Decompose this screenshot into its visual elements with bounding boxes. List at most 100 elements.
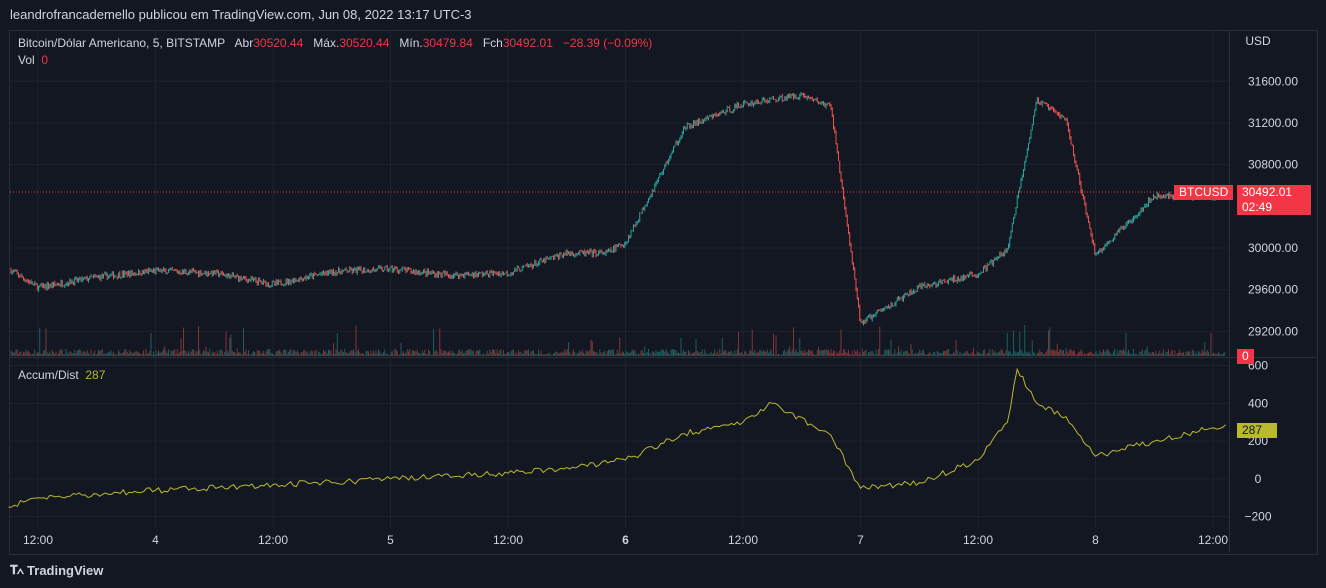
volume-bar (893, 354, 894, 356)
volume-bar (858, 354, 859, 356)
volume-bar (1103, 349, 1104, 356)
indicator-value: 287 (85, 368, 106, 382)
volume-bar (51, 349, 53, 356)
volume-bar (816, 350, 818, 356)
volume-bar (849, 353, 851, 356)
volume-bar (1144, 350, 1146, 356)
time-tick-label: 12:00 (23, 533, 53, 547)
volume-bar (886, 349, 888, 356)
volume-bar (105, 353, 107, 356)
volume-bar (28, 350, 29, 356)
volume-bar (286, 353, 288, 356)
ad-tick-label: 400 (1248, 396, 1268, 410)
volume-bar (1043, 354, 1044, 356)
volume-bar (260, 353, 262, 356)
volume-bar (1153, 352, 1154, 356)
volume-bar (578, 353, 579, 356)
volume-bar (135, 351, 137, 356)
volume-bar (411, 349, 413, 356)
volume-bar (990, 354, 992, 356)
volume-bar (715, 353, 717, 356)
volume-bar (504, 353, 506, 356)
volume-bar (1145, 349, 1147, 356)
chart-frame[interactable] (9, 30, 1318, 555)
volume-bar (511, 349, 513, 356)
footer-brand[interactable]: 𝐓∧ TradingView (10, 563, 103, 578)
volume-bar (88, 353, 89, 356)
volume-bar (793, 327, 794, 356)
volume-bar (314, 351, 316, 356)
volume-bar (716, 351, 718, 356)
volume-bar (1104, 351, 1106, 356)
volume-bar (889, 350, 891, 356)
volume-bar (680, 337, 682, 356)
volume-bar (90, 349, 92, 356)
volume-bar (1214, 354, 1216, 356)
volume-bar (819, 350, 821, 356)
volume-bar (514, 354, 516, 356)
volume-bar (426, 354, 428, 356)
volume-bar (483, 353, 484, 356)
volume-bar (985, 354, 987, 356)
volume-bar (659, 351, 661, 356)
volume-bar (601, 353, 603, 356)
volume-bar (676, 352, 678, 356)
volume-bar (900, 349, 902, 356)
volume-bar (489, 349, 491, 356)
volume-bar (66, 352, 68, 356)
volume-bar (1199, 352, 1201, 356)
volume-bar (560, 352, 562, 356)
indicator-value-tag: 287 (1237, 423, 1277, 438)
volume-bar (233, 352, 234, 356)
volume-bar (449, 350, 451, 356)
volume-bar (373, 350, 374, 356)
volume-bar (548, 354, 549, 356)
volume-bar (453, 352, 454, 356)
volume-bar (815, 354, 817, 356)
accum-dist-line (8, 367, 1226, 508)
volume-bar (1131, 353, 1133, 356)
volume-bar (24, 352, 26, 356)
volume-bar (444, 350, 446, 356)
volume-bar (916, 353, 918, 356)
volume-bar (1108, 350, 1109, 356)
volume-bar (1055, 350, 1057, 356)
volume-bar (991, 349, 993, 356)
volume-bar (1094, 353, 1096, 356)
volume-bar (675, 350, 677, 356)
volume-bar (781, 354, 783, 356)
tradingview-logo-icon: 𝐓∧ (10, 563, 24, 577)
volume-bar (259, 350, 261, 356)
volume-bar (620, 353, 622, 356)
volume-bar (318, 351, 319, 356)
volume-bar (408, 351, 409, 356)
volume-bar (945, 350, 947, 356)
volume-bar (555, 351, 557, 356)
volume-bar (1139, 351, 1141, 356)
volume-bar (14, 352, 16, 356)
volume-bar (488, 354, 489, 356)
volume-bar (471, 351, 473, 356)
time-tick-label: 12:00 (493, 533, 523, 547)
volume-bar (180, 338, 182, 356)
volume-bar (1193, 350, 1194, 356)
volume-bar (1050, 350, 1052, 356)
volume-bar (808, 349, 809, 356)
volume-bar (439, 328, 441, 356)
volume-bar (608, 349, 609, 356)
volume-bar (295, 351, 297, 356)
header-bar: leandrofrancademello publicou em Trading… (0, 0, 1326, 30)
price-tick-label: 30800.00 (1248, 158, 1298, 172)
volume-bar (31, 353, 33, 356)
volume-bar (10, 350, 12, 356)
volume-bar (678, 352, 679, 356)
volume-bar (741, 353, 743, 356)
volume-bar (606, 351, 608, 356)
volume-bar (1120, 349, 1122, 356)
last-price-tag: 30492.01 02:49 (1237, 185, 1311, 215)
volume-bar (174, 349, 176, 356)
volume-bar (970, 353, 972, 356)
volume-bar (864, 351, 866, 356)
volume-bar (149, 350, 151, 356)
